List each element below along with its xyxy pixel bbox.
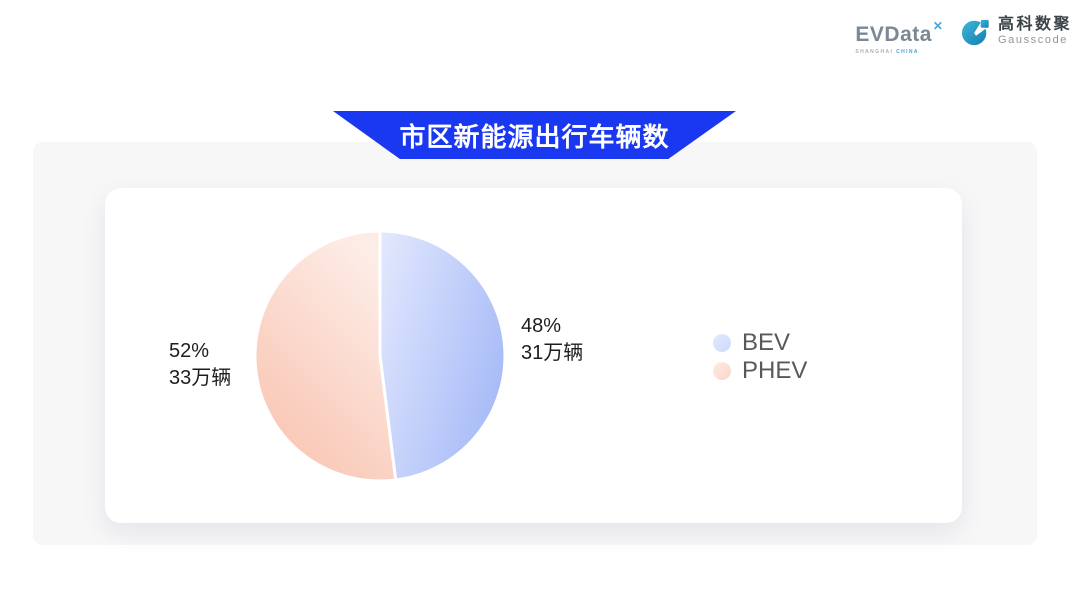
- phev-legend-marker: [713, 362, 731, 380]
- pie-chart[interactable]: [250, 226, 510, 486]
- bev-percent-label: 48%: [521, 315, 562, 337]
- evdata-x-icon: ✕: [932, 19, 943, 33]
- evdata-logo-text: EVData: [855, 23, 932, 46]
- pie-slice-bev[interactable]: [378, 229, 507, 482]
- evdata-subtext-left: SHANGHAI: [855, 49, 894, 55]
- gausscode-cn-label: 高科数聚: [997, 16, 1072, 33]
- chart-legend: BEV PHEV: [713, 329, 807, 385]
- section-title-banner: 市区新能源出行车辆数: [333, 111, 736, 159]
- phev-percent-label: 52%: [169, 340, 210, 362]
- pie-slice-phev[interactable]: [253, 229, 398, 483]
- bev-value-label: 31万辆: [521, 342, 584, 364]
- gausscode-en-label: Gausscode: [997, 34, 1069, 47]
- evdata-logo: EVData ✕ SHANGHAI CHINA: [855, 16, 943, 55]
- phev-data-label: 52% 33万辆: [169, 338, 231, 392]
- legend-item-phev[interactable]: PHEV: [713, 357, 807, 385]
- evdata-subtext: SHANGHAI CHINA: [855, 49, 943, 55]
- gausscode-icon: [961, 17, 991, 45]
- phev-legend-label: PHEV: [742, 357, 808, 384]
- bev-legend-marker: [713, 334, 731, 352]
- logo-bar: EVData ✕ SHANGHAI CHINA 高科数聚 Gausscode: [855, 16, 1072, 55]
- gausscode-logo: 高科数聚 Gausscode: [961, 16, 1072, 47]
- gausscode-text: 高科数聚 Gausscode: [998, 16, 1072, 47]
- legend-item-bev[interactable]: BEV: [713, 329, 807, 357]
- phev-value-label: 33万辆: [169, 367, 232, 389]
- bev-data-label: 48% 31万辆: [521, 313, 583, 367]
- page-title: 市区新能源出行车辆数: [399, 121, 670, 152]
- chart-card: 48% 31万辆 52% 33万辆 BEV PHEV: [105, 188, 962, 523]
- bev-legend-label: BEV: [742, 329, 791, 356]
- evdata-subtext-right: CHINA: [896, 49, 919, 55]
- evdata-wordmark: EVData ✕: [855, 20, 943, 46]
